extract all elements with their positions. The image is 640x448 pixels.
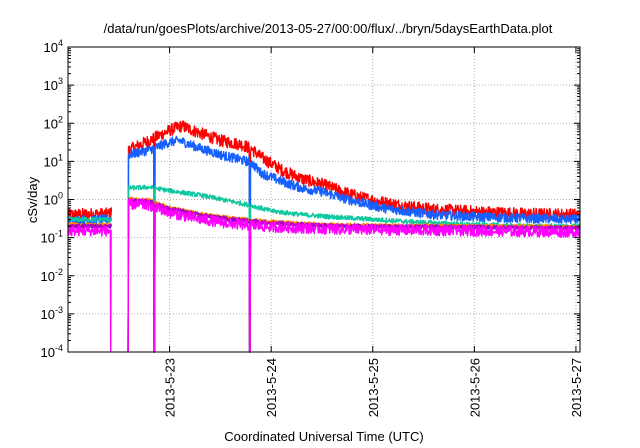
y-axis-title: cSv/day [25,176,40,223]
y-tick-label: 10-1 [41,229,63,246]
series-group [67,120,581,353]
x-tick-label: 2013-5-25 [366,358,381,417]
series-line [67,120,581,353]
y-tick-label: 10-3 [41,305,63,322]
y-tick-label: 101 [44,152,63,169]
y-tick-label: 102 [44,114,63,131]
y-tick-label: 100 [44,191,63,208]
series-line [67,198,581,353]
chart-title: /data/run/goesPlots/archive/2013-05-27/0… [104,21,553,36]
y-tick-label: 10-2 [41,267,63,284]
ticks: 10-4 10-3 10-2 10-1 100 101 102 103 104 2013-5-23… [41,38,584,417]
x-tick-label: 2013-5-24 [264,358,279,417]
x-tick-label: 2013-5-23 [163,358,178,417]
series-line [67,196,581,353]
y-tick-label: 103 [44,76,63,93]
x-tick-label: 2013-5-27 [569,358,584,417]
x-axis-title: Coordinated Universal Time (UTC) [224,429,423,444]
series-line [67,135,581,353]
y-tick-label: 104 [44,38,63,55]
y-tick-label: 10-4 [41,343,63,360]
grid [68,47,580,352]
x-tick-label: 2013-5-26 [467,358,482,417]
